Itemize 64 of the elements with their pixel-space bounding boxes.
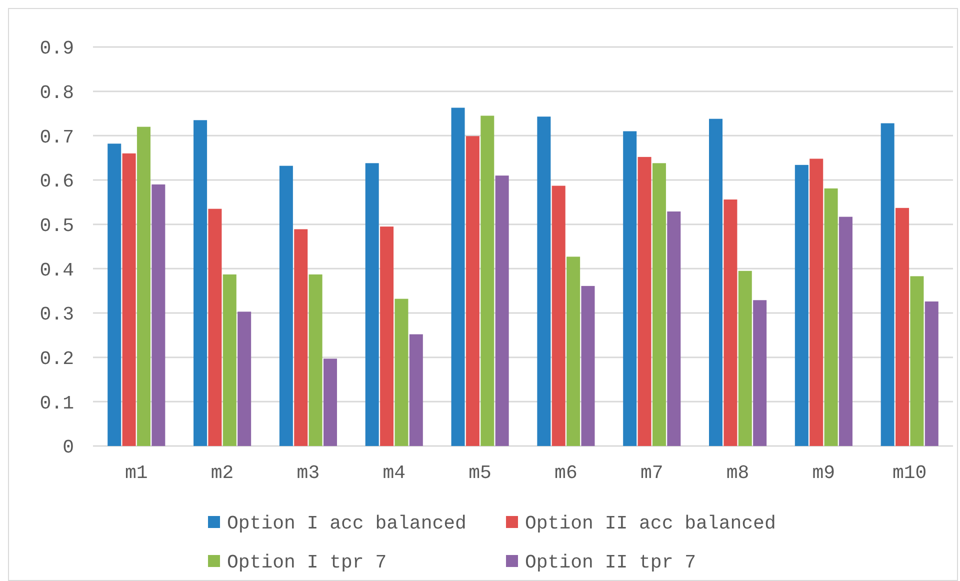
x-tick-label: m7 — [640, 462, 664, 484]
bar — [924, 301, 938, 446]
y-tick-label: 0 — [62, 436, 74, 459]
y-tick-label: 0.6 — [40, 170, 74, 193]
bar — [495, 176, 509, 446]
x-tick-label: m10 — [892, 462, 927, 484]
x-tick-label: m8 — [726, 462, 750, 484]
y-tick-label: 0.5 — [40, 214, 74, 237]
bar — [724, 200, 738, 446]
bar — [896, 208, 910, 446]
bar — [581, 286, 595, 446]
bar — [108, 144, 122, 446]
y-tick-label: 0.3 — [40, 304, 74, 326]
bar — [451, 108, 465, 446]
bar — [880, 123, 894, 446]
bar — [910, 276, 924, 446]
legend-label: Option II tpr 7 — [525, 552, 696, 574]
bar — [294, 229, 308, 446]
y-tick-label: 0.8 — [40, 82, 74, 104]
bar — [208, 208, 222, 446]
bar — [323, 358, 337, 446]
bar — [794, 164, 808, 446]
y-tick-label: 0.9 — [40, 38, 74, 60]
x-tick-label: m2 — [210, 462, 234, 484]
bar — [394, 298, 408, 446]
bar — [566, 256, 580, 446]
bar — [552, 186, 566, 446]
bar — [409, 334, 423, 446]
x-tick-label: m3 — [296, 462, 320, 484]
bar — [279, 166, 293, 446]
bar — [365, 163, 379, 446]
bar — [537, 116, 551, 446]
x-tick-label: m6 — [554, 462, 578, 484]
bar — [122, 153, 136, 446]
legend-label: Option II acc balanced — [525, 512, 776, 535]
x-tick-label: m9 — [812, 462, 836, 484]
bar — [824, 188, 838, 446]
bar — [222, 274, 236, 446]
bar — [136, 126, 150, 446]
bar — [623, 131, 637, 446]
legend-label: Option I tpr 7 — [227, 552, 387, 574]
bar — [738, 270, 752, 446]
legend-label: Option I acc balanced — [227, 512, 466, 535]
y-tick-label: 0.2 — [40, 348, 74, 370]
y-tick-label: 0.4 — [40, 259, 74, 282]
bar — [753, 300, 767, 446]
x-tick-label: m1 — [124, 462, 148, 484]
bar — [810, 158, 824, 446]
bar — [652, 163, 666, 446]
bar — [380, 226, 394, 446]
bar — [480, 116, 494, 446]
bar — [152, 184, 166, 446]
bar — [308, 274, 322, 446]
bar — [638, 156, 652, 446]
bar — [838, 216, 852, 446]
x-tick-label: m4 — [382, 462, 406, 484]
bar — [238, 312, 252, 446]
bar — [466, 136, 480, 446]
y-tick-label: 0.1 — [40, 392, 74, 414]
bar — [709, 118, 723, 446]
y-tick-label: 0.7 — [40, 126, 74, 148]
bar — [194, 120, 208, 446]
x-tick-label: m5 — [468, 462, 492, 484]
bar — [667, 211, 681, 446]
